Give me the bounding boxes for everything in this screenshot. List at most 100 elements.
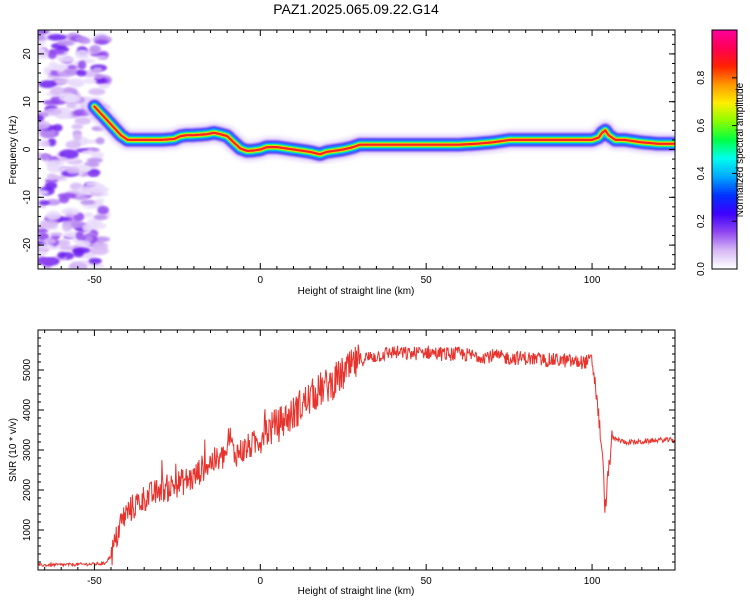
y-tick-label: 2000 bbox=[22, 478, 33, 501]
colorbar-cell bbox=[712, 123, 737, 127]
colorbar-cell bbox=[712, 69, 737, 73]
colorbar-cell bbox=[712, 229, 737, 232]
x-tick-label: 100 bbox=[584, 275, 601, 286]
colorbar-cell bbox=[712, 73, 737, 77]
noise-blob bbox=[38, 120, 51, 130]
noise-blob bbox=[78, 60, 87, 70]
noise-blob bbox=[88, 263, 105, 269]
noise-blob bbox=[90, 185, 109, 194]
noise-blob bbox=[38, 47, 46, 53]
colorbar-cell bbox=[712, 105, 737, 109]
colorbar-cell bbox=[712, 129, 737, 133]
colorbar-cell bbox=[712, 119, 737, 123]
colorbar-cell bbox=[712, 165, 737, 169]
noise-blob bbox=[95, 137, 105, 145]
noise-blob bbox=[44, 107, 62, 116]
y-tick-label: -20 bbox=[22, 237, 33, 252]
bottom-x-axis-label: Height of straight line (km) bbox=[298, 586, 415, 597]
colorbar-cell bbox=[712, 225, 737, 228]
noise-blob bbox=[45, 159, 65, 167]
noise-blob bbox=[92, 67, 103, 73]
colorbar-tick-label: 0.2 bbox=[696, 214, 707, 228]
colorbar-axis: 0.0 0.2 0.4 0.6 0.8 bbox=[696, 70, 737, 276]
colorbar-cell bbox=[712, 179, 737, 182]
noise-blob bbox=[38, 257, 57, 266]
colorbar-cell bbox=[712, 127, 737, 131]
colorbar-cell bbox=[712, 199, 737, 202]
noise-blob bbox=[75, 240, 91, 248]
noise-blob bbox=[43, 238, 57, 245]
noise-blob bbox=[65, 140, 82, 150]
colorbar-tick-label: 0.0 bbox=[696, 262, 707, 276]
noise-blob bbox=[88, 257, 102, 265]
noise-blob bbox=[74, 116, 92, 125]
colorbar-cell bbox=[712, 171, 737, 174]
colorbar-cell bbox=[712, 237, 737, 240]
colorbar-cell bbox=[712, 241, 737, 244]
colorbar-cell bbox=[712, 157, 737, 161]
colorbar-cell bbox=[712, 153, 737, 157]
noise-blob bbox=[75, 231, 85, 241]
colorbar-cell bbox=[712, 261, 737, 264]
noise-blob bbox=[38, 80, 57, 89]
colorbar-cell bbox=[712, 43, 737, 47]
colorbar-cell bbox=[712, 83, 737, 87]
noise-blob bbox=[90, 44, 102, 54]
colorbar-cell bbox=[712, 147, 737, 151]
colorbar-cell bbox=[712, 257, 737, 260]
noise-blob bbox=[75, 49, 90, 60]
colorbar-cell bbox=[712, 191, 737, 194]
colorbar-cell bbox=[712, 57, 737, 61]
colorbar-cell bbox=[712, 201, 737, 204]
y-tick-label: 4000 bbox=[22, 398, 33, 421]
noise-blob bbox=[74, 36, 88, 42]
noise-blob bbox=[43, 99, 60, 106]
colorbar-cell bbox=[712, 135, 737, 139]
colorbar-cell bbox=[712, 143, 737, 147]
colorbar-cell bbox=[712, 205, 737, 208]
noise-blob bbox=[58, 195, 70, 204]
colorbar-cell bbox=[712, 39, 737, 43]
noise-blob bbox=[38, 189, 49, 196]
noise-blob bbox=[59, 244, 73, 251]
noise-blobs bbox=[38, 30, 112, 269]
colorbar-cell bbox=[712, 139, 737, 143]
noise-blob bbox=[82, 78, 97, 84]
x-tick-label: 50 bbox=[421, 275, 433, 286]
bottom-x-axis: -50 0 50 100 bbox=[44, 330, 676, 587]
noise-blob bbox=[81, 150, 95, 155]
colorbar-cell bbox=[712, 107, 737, 111]
colorbar-cell bbox=[712, 255, 737, 258]
colorbar-cell bbox=[712, 85, 737, 89]
noise-blob bbox=[59, 149, 79, 159]
colorbar-cell bbox=[712, 55, 737, 59]
colorbar-cell bbox=[712, 227, 737, 230]
noise-blob bbox=[39, 200, 50, 206]
colorbar-cell bbox=[712, 167, 737, 171]
noise-blob bbox=[99, 84, 110, 89]
colorbar-cell bbox=[712, 67, 737, 71]
noise-blob bbox=[71, 123, 84, 130]
colorbar-cell bbox=[712, 189, 737, 192]
colorbar-cell bbox=[712, 51, 737, 55]
noise-blob bbox=[84, 212, 94, 218]
colorbar-cell bbox=[712, 263, 737, 266]
colorbar-cell bbox=[712, 175, 737, 178]
noise-blob bbox=[92, 222, 107, 230]
x-tick-label: -50 bbox=[87, 576, 102, 587]
colorbar-cell bbox=[712, 30, 737, 33]
colorbar-cell bbox=[712, 193, 737, 196]
noise-blob bbox=[88, 172, 99, 177]
noise-blob bbox=[86, 157, 103, 164]
colorbar-cell bbox=[712, 125, 737, 129]
bottom-y-axis: 1000 2000 3000 4000 5000 bbox=[22, 329, 675, 571]
top-x-axis: -50 0 50 100 bbox=[44, 30, 676, 286]
colorbar-cell bbox=[712, 235, 737, 238]
x-tick-label: 0 bbox=[258, 576, 264, 587]
colorbar-cell bbox=[712, 265, 737, 268]
colorbar-cell bbox=[712, 239, 737, 242]
top-y-axis: 20 10 0 -10 -20 bbox=[22, 34, 675, 265]
noise-blob bbox=[44, 178, 59, 183]
y-tick-label: 3000 bbox=[22, 438, 33, 461]
